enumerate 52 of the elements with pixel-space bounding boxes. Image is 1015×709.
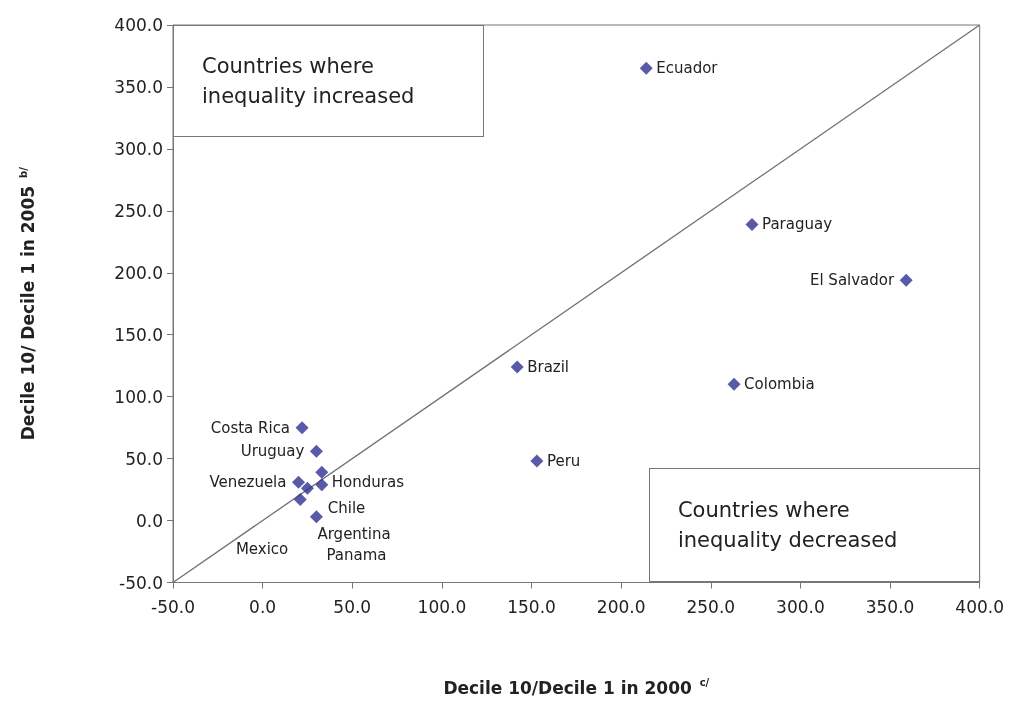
x-tick-label: 0.0 (249, 597, 277, 617)
y-tick-label: 0.0 (135, 510, 163, 531)
y-tick-label: 400.0 (114, 15, 163, 35)
x-tick-label: 50.0 (333, 597, 372, 617)
x-tick-label: 250.0 (686, 597, 736, 617)
annotation: Costa Rica (210, 418, 291, 437)
annotation: Paraguay (762, 215, 833, 234)
point (309, 510, 323, 524)
y-axis-title: Decile 10/ Decile 1 in 2005 b/ (17, 166, 38, 441)
x-tick-label: -50.0 (151, 597, 195, 617)
y-tick-label: 350.0 (114, 76, 163, 97)
x-tick-label: 400.0 (955, 597, 1004, 617)
x-tick-label: 350.0 (865, 597, 915, 617)
point (295, 421, 309, 435)
point (510, 360, 524, 374)
point (530, 454, 544, 468)
annotation: Mexico (235, 540, 289, 559)
x-tick-label: 200.0 (596, 597, 646, 617)
annotation: Brazil (527, 357, 570, 376)
text-box: Countries where inequality increased (173, 25, 484, 137)
annotation: Ecuador (656, 59, 719, 78)
point (300, 481, 314, 495)
point (727, 377, 741, 391)
y-tick-label: 150.0 (114, 324, 163, 345)
y-tick-label: 50.0 (125, 448, 163, 469)
point (291, 475, 305, 489)
y-tick-label: -50.0 (119, 572, 163, 593)
point (745, 217, 759, 231)
point (899, 273, 913, 287)
x-tick-label: 150.0 (507, 597, 556, 617)
annotation: Chile (327, 498, 366, 517)
x-tick-label: 100.0 (417, 597, 467, 617)
text-box: Countries where inequality decreased (648, 468, 980, 583)
y-tick-label: 300.0 (114, 138, 163, 159)
annotation: Panama (326, 545, 387, 564)
point (315, 465, 329, 479)
x-axis-title: Decile 10/Decile 1 in 2000 c/ (443, 677, 710, 698)
annotation: Peru (546, 452, 581, 471)
annotation: Honduras (331, 473, 405, 492)
point (639, 61, 653, 75)
annotation: Venezuela (209, 473, 287, 492)
annotation: Colombia (744, 375, 815, 394)
point (309, 444, 323, 458)
y-tick-label: 100.0 (114, 386, 163, 407)
y-tick-label: 200.0 (114, 262, 163, 283)
point (293, 492, 307, 506)
point (315, 478, 329, 492)
y-tick-label: 250.0 (114, 200, 163, 221)
x-tick-label: 300.0 (776, 597, 825, 617)
annotation: Uruguay (240, 442, 305, 461)
annotation: El Salvador (809, 271, 895, 290)
annotation: Argentina (317, 525, 391, 544)
